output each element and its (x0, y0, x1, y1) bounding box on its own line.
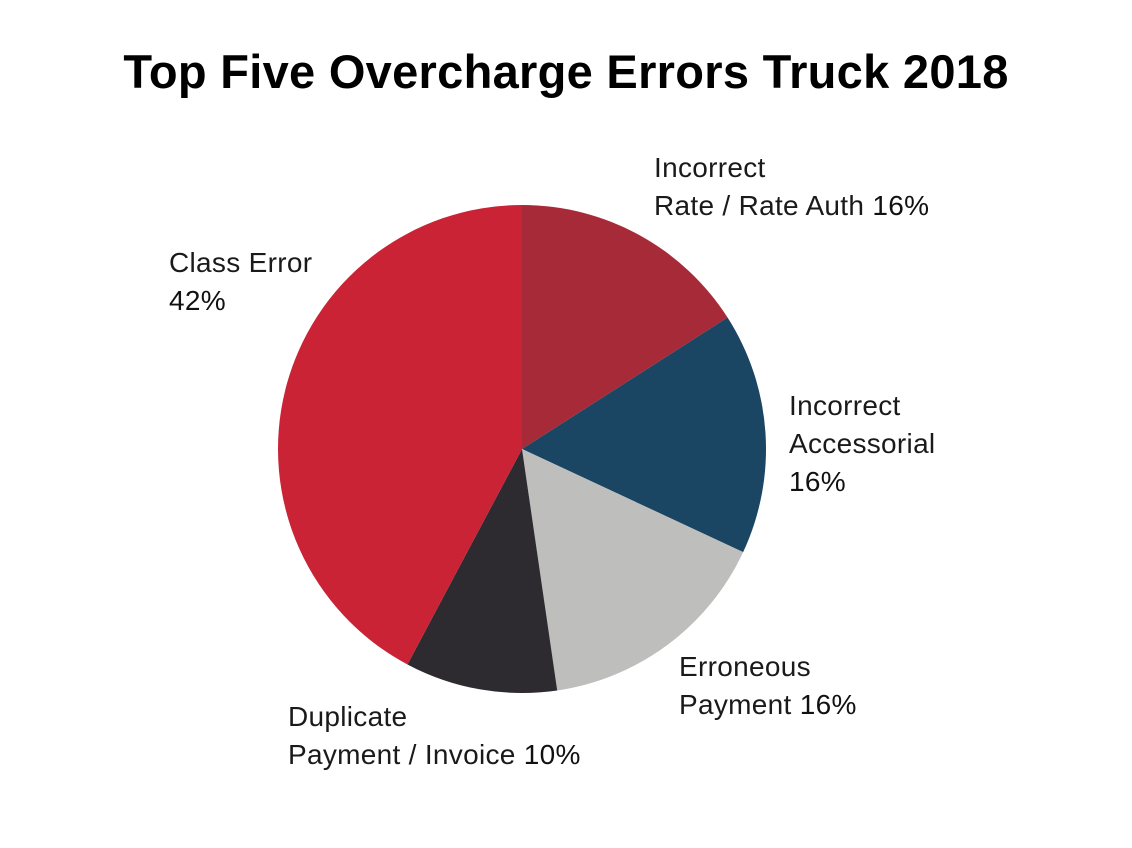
label-erroneous-payment-line2: Payment (679, 689, 792, 720)
label-incorrect-rate-line1: Incorrect (654, 152, 766, 183)
label-erroneous-payment-line1: Erroneous (679, 651, 811, 682)
label-class-error: Class Error 42% (169, 244, 312, 320)
pie-slice-incorrect-accessorial (522, 317, 767, 553)
label-incorrect-rate: Incorrect Rate / Rate Auth 16% (654, 149, 929, 225)
pie-slice-class-error (277, 205, 522, 665)
label-class-error-line1: Class Error (169, 247, 313, 278)
label-duplicate-payment-pct: 10% (523, 739, 581, 770)
label-duplicate-payment: Duplicate Payment / Invoice 10% (288, 698, 581, 774)
label-erroneous-payment: Erroneous Payment 16% (679, 648, 857, 724)
label-incorrect-accessorial: Incorrect Accessorial 16% (789, 387, 935, 501)
label-class-error-pct: 42% (169, 285, 226, 316)
label-incorrect-rate-line2: Rate / Rate Auth (654, 190, 865, 221)
pie-slice-erroneous-payment (522, 449, 744, 691)
pie-slice-incorrect-rate-rate-auth (522, 205, 728, 449)
label-incorrect-accessorial-line2: Accessorial (789, 428, 936, 459)
label-duplicate-payment-line1: Duplicate (288, 701, 408, 732)
label-incorrect-rate-pct: 16% (872, 190, 930, 221)
chart-title: Top Five Overcharge Errors Truck 2018 (123, 45, 1009, 98)
label-incorrect-accessorial-line1: Incorrect (789, 390, 901, 421)
label-duplicate-payment-line2: Payment / Invoice (288, 739, 516, 770)
label-incorrect-accessorial-pct: 16% (789, 466, 846, 497)
label-erroneous-payment-pct: 16% (799, 689, 857, 720)
pie-slices (277, 205, 767, 693)
pie-slice-duplicate-payment-invoice (407, 449, 558, 693)
